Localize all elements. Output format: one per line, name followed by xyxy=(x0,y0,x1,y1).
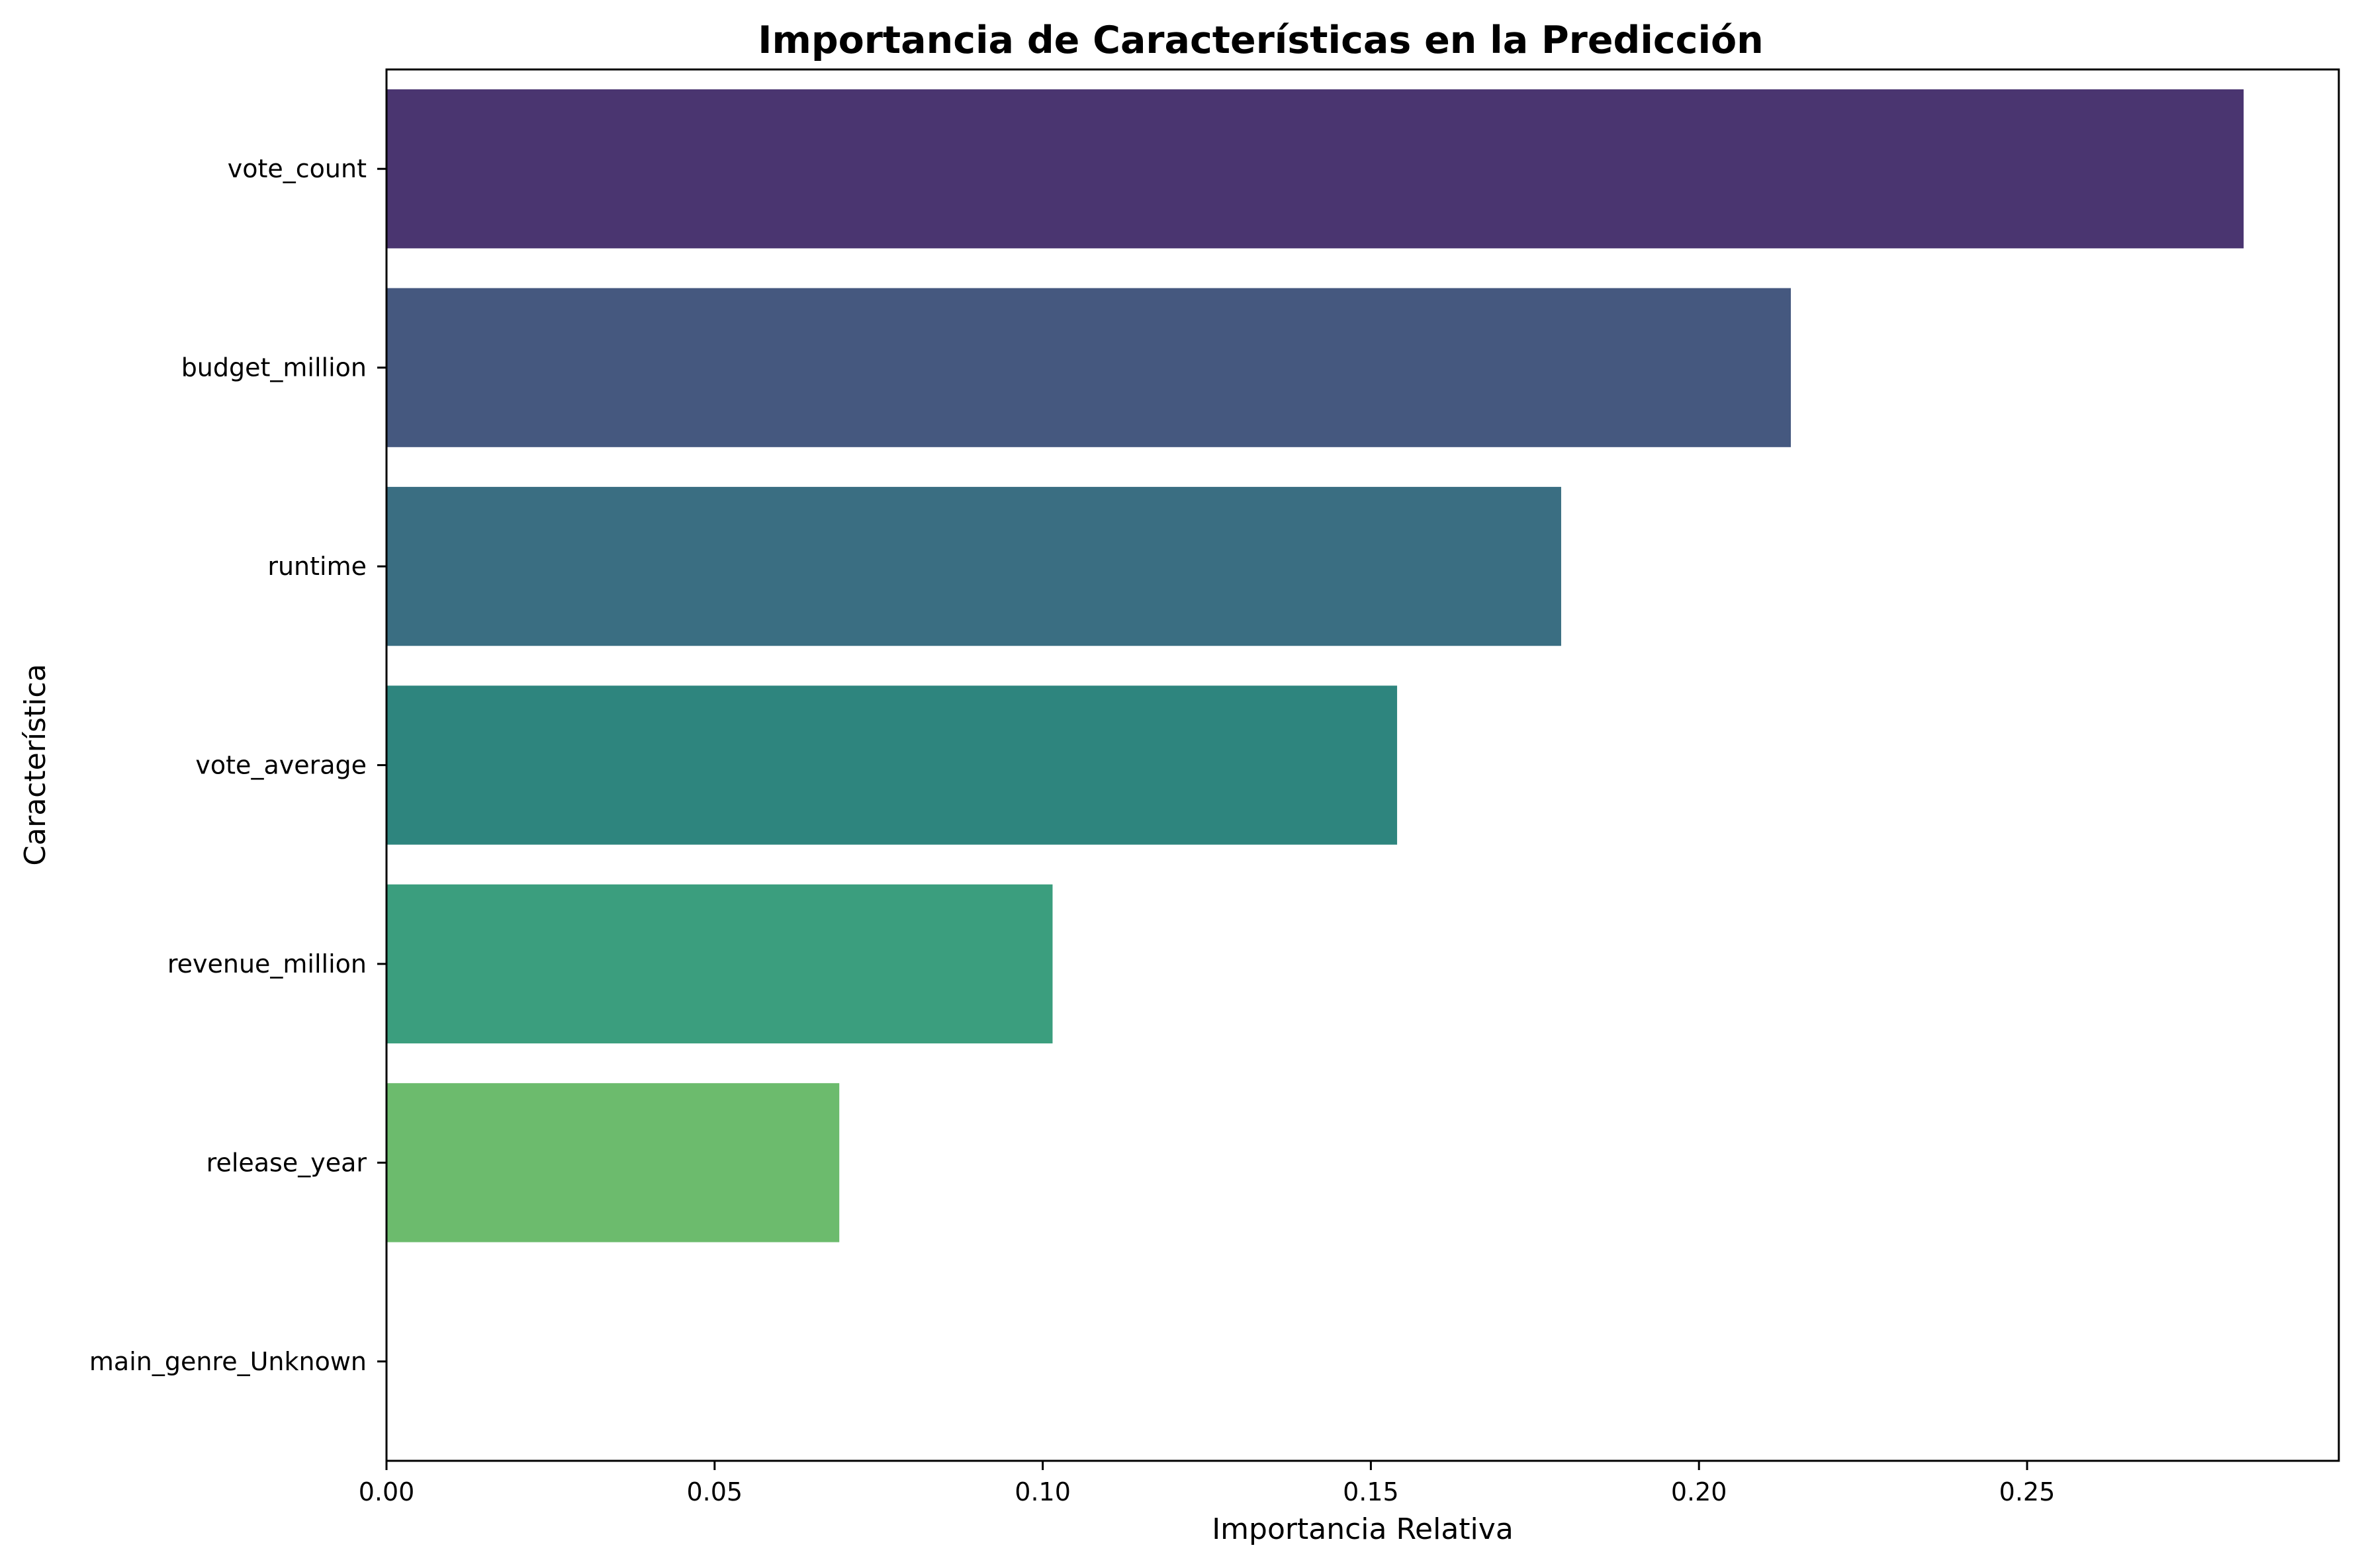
x-axis-label: Importancia Relativa xyxy=(1212,1512,1514,1546)
chart-title: Importancia de Características en la Pre… xyxy=(758,19,1764,62)
bar-revenue_million xyxy=(386,884,1053,1044)
plot-frame xyxy=(385,68,2340,1462)
y-tick-label: revenue_million xyxy=(167,949,367,979)
y-tick-label: release_year xyxy=(206,1148,367,1177)
x-tick-label: 0.10 xyxy=(1015,1477,1071,1506)
y-tick-label: vote_count xyxy=(228,154,367,183)
bar-vote_average xyxy=(386,685,1398,845)
x-axis-ticks: 0.00 0.05 0.10 0.15 0.20 0.25 xyxy=(359,1461,2056,1506)
x-tick-label: 0.15 xyxy=(1343,1477,1399,1506)
bar-budget_million xyxy=(386,288,1791,447)
x-tick-label: 0.20 xyxy=(1671,1477,1727,1506)
bar-vote_count xyxy=(386,89,2244,249)
bar-release_year xyxy=(386,1083,840,1242)
bars-layer xyxy=(386,89,2244,1242)
y-tick-label: vote_average xyxy=(195,751,367,780)
y-tick-label: budget_million xyxy=(181,353,367,382)
x-tick-label: 0.05 xyxy=(686,1477,743,1506)
x-tick-label: 0.25 xyxy=(1999,1477,2056,1506)
y-tick-label: main_genre_Unknown xyxy=(89,1347,367,1376)
x-tick-label: 0.00 xyxy=(359,1477,415,1506)
y-tick-label: runtime xyxy=(267,552,367,581)
y-axis-label: Característica xyxy=(19,664,52,865)
bar-runtime xyxy=(386,486,1561,646)
